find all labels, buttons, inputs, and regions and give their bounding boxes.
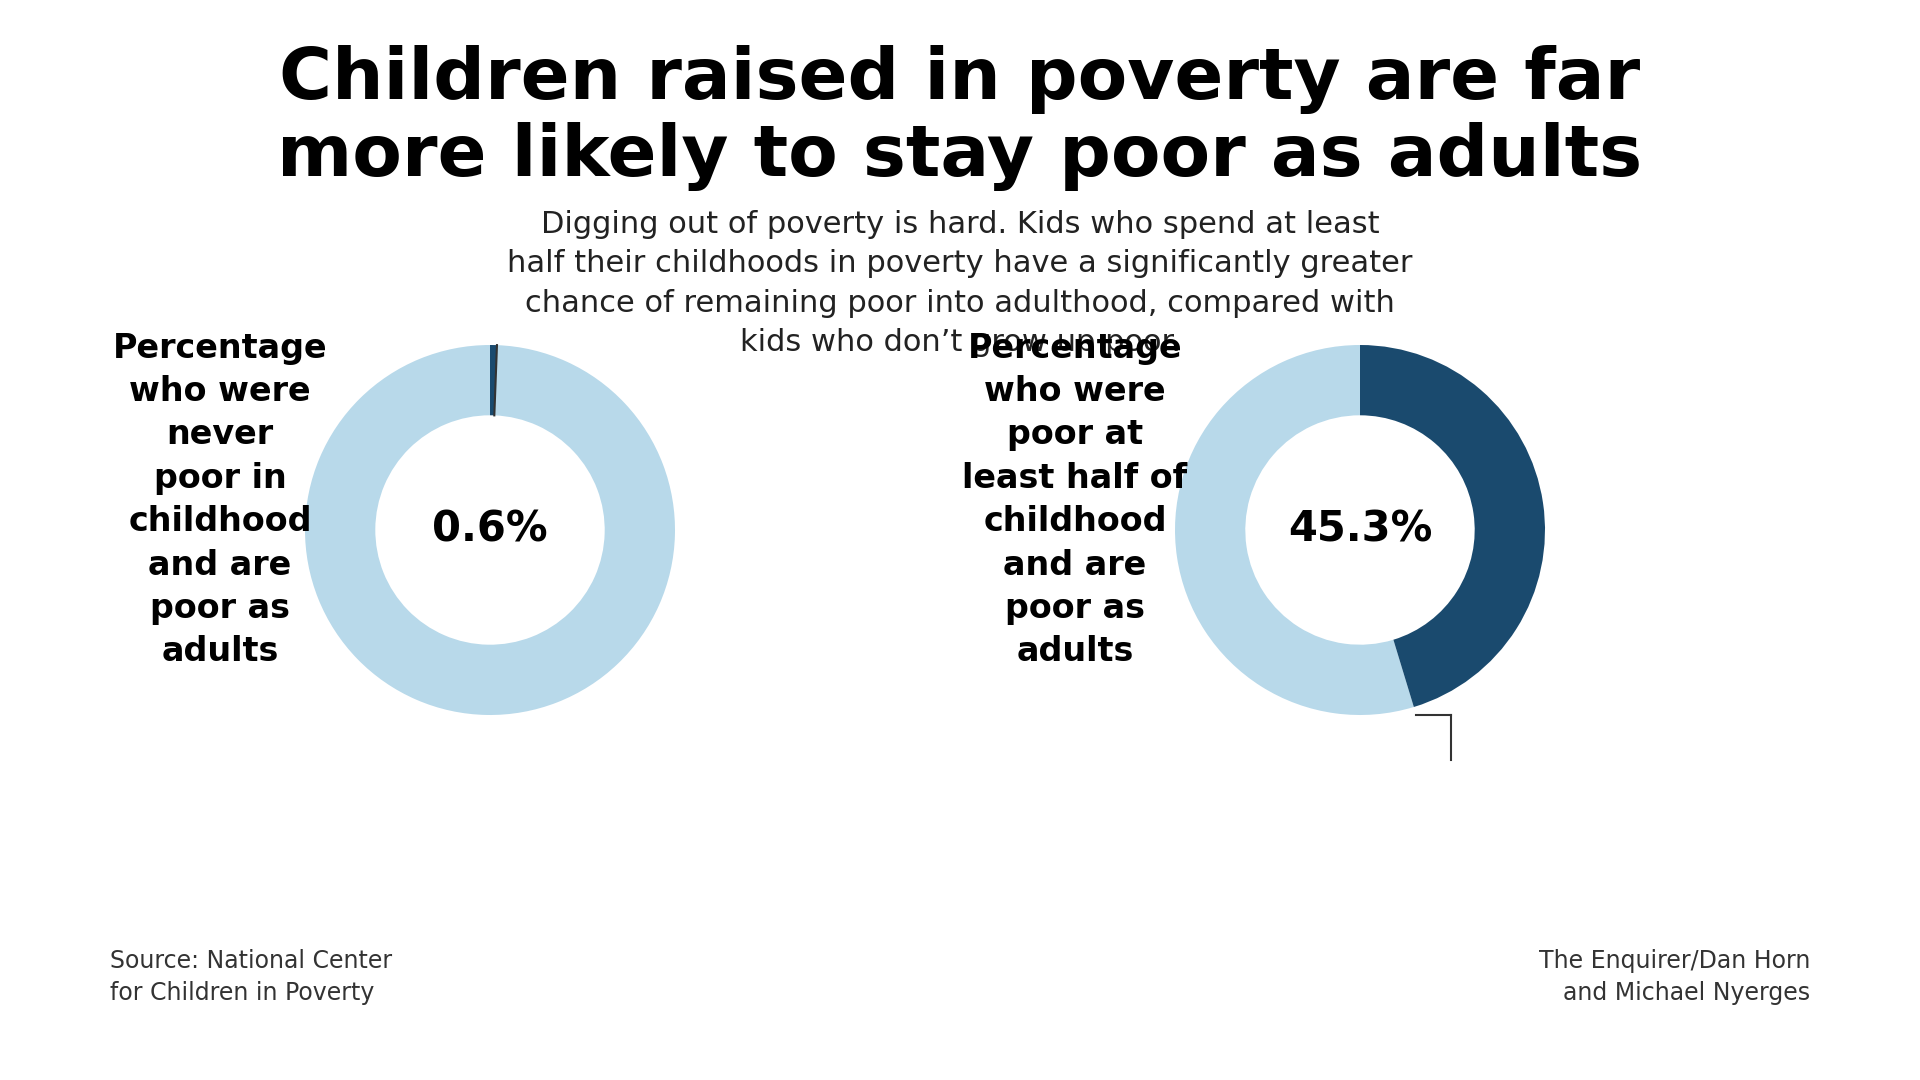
Wedge shape	[305, 345, 676, 715]
Wedge shape	[1175, 345, 1413, 715]
Text: Digging out of poverty is hard. Kids who spend at least
half their childhoods in: Digging out of poverty is hard. Kids who…	[507, 210, 1413, 357]
Text: Percentage
who were
never
poor in
childhood
and are
poor as
adults: Percentage who were never poor in childh…	[113, 332, 326, 669]
Wedge shape	[1359, 345, 1546, 707]
Text: Children raised in poverty are far
more likely to stay poor as adults: Children raised in poverty are far more …	[276, 45, 1644, 191]
Text: 45.3%: 45.3%	[1288, 509, 1432, 551]
Text: The Enquirer/Dan Horn
and Michael Nyerges: The Enquirer/Dan Horn and Michael Nyerge…	[1538, 949, 1811, 1005]
Wedge shape	[490, 345, 497, 416]
Text: Source: National Center
for Children in Poverty: Source: National Center for Children in …	[109, 949, 392, 1005]
Text: 0.6%: 0.6%	[432, 509, 547, 551]
Text: Percentage
who were
poor at
least half of
childhood
and are
poor as
adults: Percentage who were poor at least half o…	[962, 332, 1188, 669]
